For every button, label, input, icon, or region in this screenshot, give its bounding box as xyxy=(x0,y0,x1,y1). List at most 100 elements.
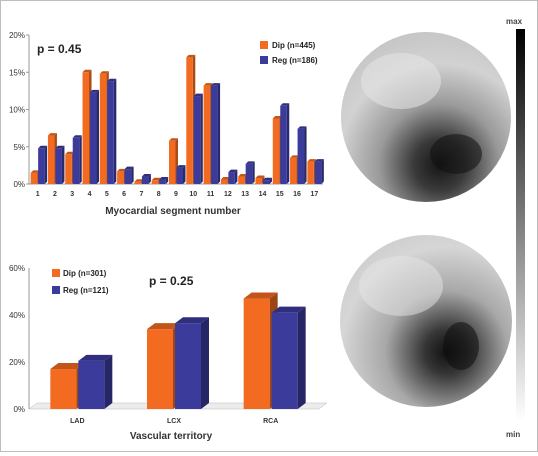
chart1-bar-top xyxy=(307,159,317,162)
chart1-bar-top xyxy=(30,170,40,173)
chart1-x-tick-label: 6 xyxy=(122,191,126,198)
chart1-bar-top xyxy=(38,145,48,149)
chart1-legend-dip: Dip (n=445) xyxy=(272,41,316,50)
chart1-bar-top xyxy=(262,177,272,181)
colorbar-min-label: min xyxy=(506,430,520,439)
chart1-bar-side xyxy=(269,177,272,184)
chart1-bar-top xyxy=(186,54,196,58)
chart1-bar-top xyxy=(211,83,221,86)
chart1-x-tick-label: 8 xyxy=(157,191,161,198)
chart2-y-tick-label: 40% xyxy=(9,311,25,320)
chart1-bar-top xyxy=(203,83,213,86)
chart2-legend-swatch-dip xyxy=(52,269,60,277)
chart1-bar-top xyxy=(314,159,324,162)
chart1-bar-side xyxy=(252,161,255,184)
chart1-bar-side xyxy=(96,89,100,184)
chart1-x-tick-label: 10 xyxy=(189,191,197,198)
chart1-bar-side xyxy=(321,159,324,184)
chart2-bar-side xyxy=(297,306,306,409)
chart1-bar-side xyxy=(286,103,290,184)
colorbar-max-label: max xyxy=(506,17,523,26)
chart1-bar-dip-8 xyxy=(151,180,159,184)
chart1-bar-top xyxy=(55,145,65,149)
chart1-bar-side xyxy=(148,174,151,184)
polar-map-segment xyxy=(341,32,511,202)
chart1-x-tick-label: 17 xyxy=(310,191,318,198)
chart1-bar-top xyxy=(238,174,248,177)
chart2-bar-top xyxy=(175,317,209,324)
chart2-bar-top xyxy=(147,323,181,330)
chart2-bar-dip-LAD xyxy=(50,369,77,409)
chart1-bar-dip-11 xyxy=(203,85,211,184)
polar-map-vascular xyxy=(340,235,512,407)
chart2-x-tick-label: LCX xyxy=(167,418,181,425)
chart1-bar-reg-12 xyxy=(228,172,235,184)
chart1-bar-side xyxy=(61,145,65,184)
chart1-bar-dip-6 xyxy=(117,171,124,184)
chart2-bar-top xyxy=(271,306,306,313)
chart1-x-tick-label: 5 xyxy=(105,191,109,198)
chart1-bar-top xyxy=(255,175,265,179)
chart2-x-axis-title: Vascular territory xyxy=(130,431,213,442)
chart1-x-tick-label: 14 xyxy=(259,191,267,198)
chart1-bar-reg-14 xyxy=(262,180,270,184)
chart1-bar-side xyxy=(200,93,203,184)
chart2-y-tick-label: 60% xyxy=(9,264,25,273)
chart1-bar-top xyxy=(134,179,144,182)
chart1-bar-side xyxy=(304,126,307,184)
chart2-bar-reg-LAD xyxy=(78,360,105,409)
chart1-bar-dip-16 xyxy=(290,157,297,184)
chart2-x-tick-label: LAD xyxy=(70,418,84,425)
chart1-bar-reg-1 xyxy=(38,148,45,184)
chart1-bar-dip-9 xyxy=(169,140,176,184)
chart1-x-tick-label: 3 xyxy=(70,191,74,198)
chart1-x-axis-title: Myocardial segment number xyxy=(105,206,241,217)
chart1-bar-reg-11 xyxy=(211,85,218,184)
chart1-legend-swatch-dip xyxy=(260,41,268,49)
chart1-bar-top xyxy=(47,133,57,136)
chart1-bar-top xyxy=(193,93,203,97)
chart1-bar-dip-2 xyxy=(47,135,55,184)
chart2-p-value: p = 0.25 xyxy=(149,274,194,288)
chart2-bar-reg-RCA xyxy=(271,312,298,409)
chart1-bar-reg-17 xyxy=(314,161,322,184)
chart1-bar-top xyxy=(280,103,290,106)
chart1-y-tick-label: 5% xyxy=(13,143,25,152)
chart1-x-tick-label: 13 xyxy=(241,191,249,198)
chart1-bar-top xyxy=(72,135,82,138)
chart1-x-tick-label: 7 xyxy=(139,191,143,198)
chart1-bar-dip-5 xyxy=(99,73,107,184)
chart1-bar-dip-14 xyxy=(255,178,262,184)
chart2-bar-top xyxy=(50,363,85,370)
chart1-bar-top xyxy=(290,155,300,158)
chart1-bar-dip-17 xyxy=(307,161,314,184)
chart2-legend-reg: Reg (n=121) xyxy=(63,286,109,295)
chart1-x-tick-label: 4 xyxy=(88,191,92,198)
chart1-bar-dip-3 xyxy=(65,154,72,184)
chart1-bar-reg-3 xyxy=(72,137,80,184)
chart1-bar-side xyxy=(131,166,134,184)
chart2-legend-dip: Dip (n=301) xyxy=(63,269,107,278)
chart1-bar-dip-1 xyxy=(30,172,38,184)
chart1-bar-top xyxy=(220,177,230,180)
chart1-bar-top xyxy=(245,161,255,164)
chart1-bar-side xyxy=(44,145,48,184)
chart1-bar-top xyxy=(159,177,169,180)
chart1-bar-reg-7 xyxy=(141,176,149,184)
chart1-bar-top xyxy=(176,165,186,168)
chart1-x-tick-label: 9 xyxy=(174,191,178,198)
colorbar xyxy=(516,29,525,421)
chart2-bar-dip-LCX xyxy=(147,329,173,409)
chart1-y-tick-label: 0% xyxy=(13,180,25,189)
chart2-legend-swatch-reg xyxy=(52,286,60,294)
chart1-bar-reg-8 xyxy=(159,179,166,184)
chart2-bar-side xyxy=(104,354,113,409)
chart1-bar-top xyxy=(107,78,117,82)
chart1-bar-top xyxy=(272,115,282,119)
chart1-bar-reg-16 xyxy=(297,128,305,184)
chart1-bar-reg-4 xyxy=(90,92,97,184)
chart1-bar-top xyxy=(141,174,151,177)
chart1-bar-top xyxy=(65,151,75,155)
chart1-p-value: p = 0.45 xyxy=(37,42,82,56)
